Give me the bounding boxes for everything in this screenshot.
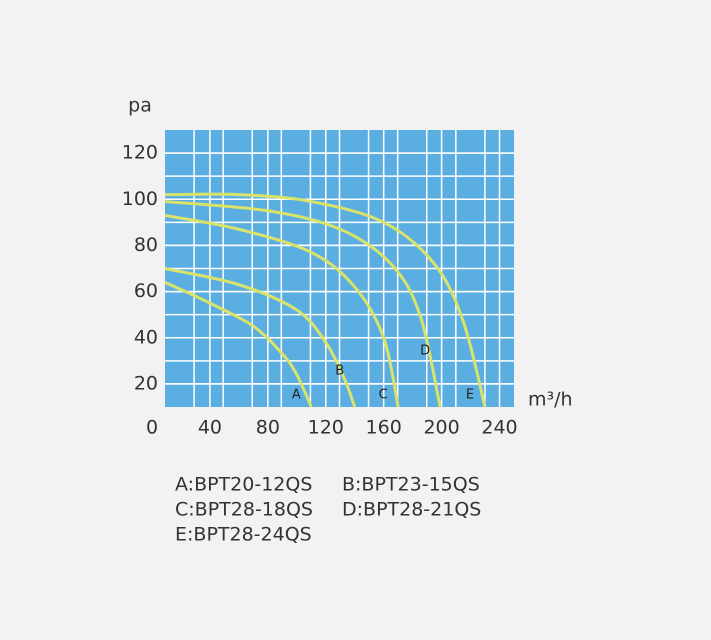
x-tick-label: 0 [146,417,158,439]
legend-entry: E:BPT28-24QS [175,524,312,546]
x-axis-label: m³/h [528,389,573,411]
y-tick-label: 20 [134,372,158,394]
curve-label: D [420,344,430,359]
x-tick-label: 40 [198,417,222,439]
y-tick-label: 100 [122,188,158,210]
curve [164,213,400,408]
curve-label: A [292,388,301,403]
x-tick-label: 160 [366,417,402,439]
curve [164,267,357,408]
x-tick-label: 120 [308,417,344,439]
y-tick-label: 120 [122,142,158,164]
x-tick-label: 200 [423,417,459,439]
curve [164,280,313,408]
curve [164,200,442,408]
curve-label: B [335,364,344,379]
y-axis-label: pa [128,95,152,117]
x-tick-label: 80 [256,417,280,439]
y-tick-label: 40 [134,326,158,348]
legend-entry: B:BPT23-15QS [342,474,480,496]
legend-entry: C:BPT28-18QS [175,499,313,521]
legend-entry: A:BPT20-12QS [175,474,312,496]
legend-entry: D:BPT28-21QS [342,499,481,521]
x-tick-label: 240 [481,417,517,439]
y-tick-label: 60 [134,280,158,302]
y-tick-label: 80 [134,234,158,256]
curve [165,192,487,408]
curve-label: E [466,388,474,403]
curve-label: C [379,388,388,403]
